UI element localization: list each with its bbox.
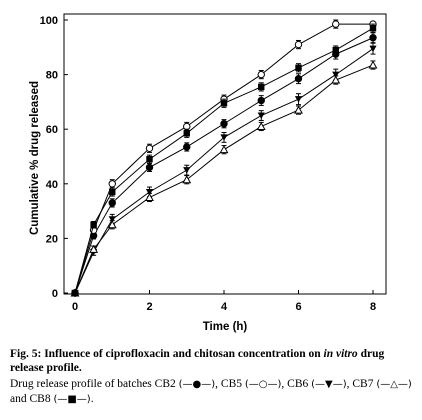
series-cb6	[71, 42, 377, 297]
x-tick-label: 6	[295, 301, 301, 313]
legend-batch-name: CB7	[352, 378, 377, 390]
data-point-cb8	[295, 64, 302, 71]
data-point-cb7	[256, 121, 266, 130]
legend-batch-name: CB5	[220, 378, 245, 390]
figure-label: Fig. 5:	[10, 348, 42, 360]
x-tick-label: 2	[146, 301, 152, 313]
data-point-cb8	[90, 221, 97, 228]
series-line-cb5	[74, 23, 373, 294]
series-cb2	[71, 32, 377, 297]
y-tick-label: 20	[46, 233, 58, 245]
data-point-cb6	[369, 45, 377, 53]
legend-batch-name: CB2	[154, 378, 179, 390]
x-tick-label: 4	[221, 301, 228, 313]
y-tick-label: 0	[52, 288, 58, 300]
x-tick-label: 8	[370, 301, 376, 313]
data-point-cb5	[145, 144, 154, 153]
data-point-cb8	[220, 100, 228, 107]
y-axis-label: Cumulative % drug released	[29, 81, 41, 235]
data-point-cb2	[369, 34, 377, 42]
data-point-cb8	[258, 83, 265, 91]
data-point-cb8	[369, 24, 377, 32]
line-chart: 0 20 40 60 80 100 0 2 4 6 8 Time (h) Cumulative % …	[29, 13, 387, 333]
data-point-cb2	[183, 143, 191, 151]
y-tick-label: 60	[46, 124, 58, 136]
data-point-cb7	[219, 145, 229, 154]
data-point-cb6	[183, 167, 191, 174]
data-point-cb6	[145, 188, 154, 196]
series-line-cb8	[74, 27, 374, 294]
data-point-cb7	[368, 60, 378, 69]
data-point-cb7	[107, 220, 117, 229]
legend-symbol: (—▼—)	[311, 379, 347, 390]
series-cb5	[71, 19, 377, 297]
legend-batch-name: CB8	[29, 393, 54, 405]
legend-items: CB2 (—●—), CB5 (—○—), CB6 (—▼—), CB7 (—△…	[10, 378, 412, 405]
data-point-cb5	[108, 180, 116, 188]
legend-separator: and	[10, 393, 30, 405]
y-tick-label: 80	[46, 70, 58, 82]
data-point-cb6	[332, 71, 340, 79]
data-point-cb5	[332, 20, 340, 28]
data-point-cb6	[108, 216, 116, 223]
data-point-cb8	[109, 188, 116, 196]
data-point-cb2	[220, 120, 228, 128]
data-point-cb7	[182, 175, 192, 184]
series-cb7	[70, 60, 378, 297]
x-axis-label: Time (h)	[203, 321, 248, 333]
data-point-cb5	[257, 70, 265, 79]
profile-text: Drug release profile of batches	[10, 378, 155, 390]
series-line-cb7	[74, 64, 374, 294]
data-point-cb6	[220, 134, 228, 141]
y-tick-label: 40	[46, 179, 58, 191]
data-point-cb8	[183, 130, 190, 137]
figure-caption: Fig. 5: Influence of ciprofloxacin and c…	[10, 347, 418, 375]
series-cb8	[71, 23, 377, 297]
caption-italic: in vitro	[323, 348, 358, 360]
series-line-cb6	[74, 48, 374, 294]
series-line-cb2	[74, 37, 374, 294]
axes: 0 20 40 60 80 100 0 2 4 6 8	[40, 13, 387, 313]
legend-separator: ,	[346, 378, 353, 390]
legend-batch-name: CB6	[287, 378, 312, 390]
data-point-cb8	[146, 156, 153, 163]
x-tick-label: 0	[72, 301, 78, 313]
data-point-cb7	[331, 75, 341, 84]
data-point-cb5	[294, 40, 303, 49]
data-point-cb6	[257, 112, 265, 120]
data-point-cb7	[294, 105, 303, 114]
legend-symbol: (—●—)	[178, 379, 216, 390]
legend-symbol: (—○—)	[244, 379, 282, 390]
legend-separator: .	[90, 393, 94, 405]
caption-text-2: drug release profile.	[10, 348, 385, 374]
data-point-cb7	[89, 244, 99, 253]
data-point-cb2	[108, 199, 116, 207]
data-point-cb7	[145, 192, 154, 201]
legend-separator: ,	[215, 378, 221, 390]
legend-symbol: (—△—)	[376, 379, 412, 390]
data-point-cb2	[294, 74, 303, 83]
data-point-cb8	[71, 289, 79, 297]
caption-text-1: Influence of ciprofloxacin and chitosan …	[41, 348, 324, 360]
data-point-cb2	[257, 96, 265, 105]
legend-symbol: (—■—)	[53, 394, 91, 405]
plot-frame	[63, 13, 387, 295]
data-point-cb8	[332, 46, 339, 54]
y-tick-label: 100	[40, 15, 58, 27]
legend-separator: ,	[281, 378, 288, 390]
data-point-cb6	[294, 96, 303, 103]
series-layer	[70, 19, 378, 297]
data-point-cb2	[145, 163, 154, 172]
batch-legend-caption: Drug release profile of batches CB2 (—●—…	[10, 377, 418, 407]
